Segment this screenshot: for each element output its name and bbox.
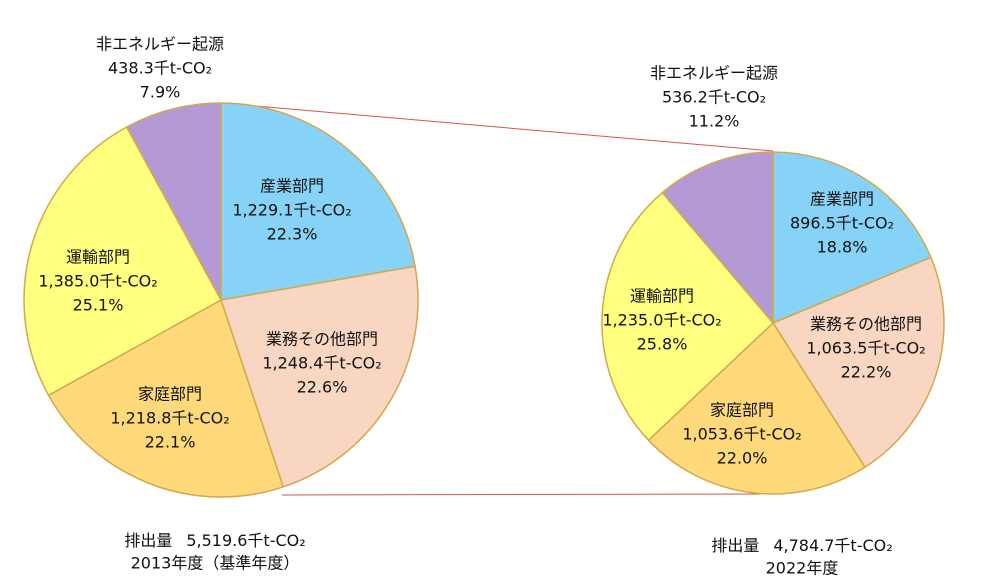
pie-slice <box>23 126 222 397</box>
slice-name: 運輸部門 <box>66 248 130 267</box>
connector-line <box>281 493 761 496</box>
total-value-label: 5,519.6千t-CO₂ <box>186 531 305 550</box>
slice-percentage-label: 7.9% <box>140 83 181 102</box>
slice-name: 産業部門 <box>260 177 324 196</box>
slice-value-label: 1,248.4千t-CO₂ <box>262 354 381 373</box>
chart-caption: 2022年度 <box>766 559 839 578</box>
slice-value-label: 1,053.6千t-CO₂ <box>682 425 801 444</box>
slice-name: 運輸部門 <box>630 287 694 306</box>
slice-percentage-label: 22.6% <box>297 378 348 397</box>
slice-percentage-label: 22.2% <box>841 363 892 382</box>
pie-slice <box>661 151 774 324</box>
slice-percentage-label: 25.1% <box>73 296 124 315</box>
slice-percentage-label: 22.1% <box>145 433 196 452</box>
slice-name: 業務その他部門 <box>810 315 922 334</box>
slice-name: 業務その他部門 <box>266 330 378 349</box>
chart-caption: 2013年度（基準年度） <box>131 554 300 573</box>
pie-slice <box>47 299 284 498</box>
pie-slice <box>772 256 945 468</box>
slice-value-label: 1,235.0千t-CO₂ <box>602 311 721 330</box>
slice-percentage-label: 22.0% <box>717 449 768 468</box>
slice-percentage-label: 25.8% <box>637 335 688 354</box>
total-text: 排出量 4,784.7千t-CO₂ <box>711 536 892 555</box>
pie-slice <box>220 265 419 488</box>
slice-value-label: 536.2千t-CO₂ <box>662 88 766 107</box>
slice-value-label: 896.5千t-CO₂ <box>790 214 894 233</box>
total-label: 排出量 <box>711 536 759 555</box>
pie-slice <box>220 102 416 301</box>
slice-value-label: 1,385.0千t-CO₂ <box>38 272 157 291</box>
slice-value-label: 1,229.1千t-CO₂ <box>232 201 351 220</box>
slice-value-label: 1,063.5千t-CO₂ <box>806 339 925 358</box>
slice-name: 産業部門 <box>810 190 874 209</box>
slice-value-label: 438.3千t-CO₂ <box>108 59 212 78</box>
pie-slice <box>601 191 774 441</box>
total-value-label: 4,784.7千t-CO₂ <box>773 536 892 555</box>
slice-percentage-label: 11.2% <box>689 112 740 131</box>
slice-name: 家庭部門 <box>710 401 774 420</box>
slice-name: 非エネルギー起源 <box>650 64 778 83</box>
pie-slice <box>125 102 222 301</box>
slice-name: 非エネルギー起源 <box>96 35 224 54</box>
slice-percentage-label: 22.3% <box>267 225 318 244</box>
total-text: 排出量 5,519.6千t-CO₂ <box>124 531 305 550</box>
pie-slice <box>647 322 866 495</box>
slice-name: 家庭部門 <box>138 385 202 404</box>
pie-slice <box>772 151 932 324</box>
slice-value-label: 1,218.8千t-CO₂ <box>110 409 229 428</box>
total-label: 排出量 <box>124 531 172 550</box>
slice-percentage-label: 18.8% <box>817 238 868 257</box>
connector-line <box>220 102 774 152</box>
